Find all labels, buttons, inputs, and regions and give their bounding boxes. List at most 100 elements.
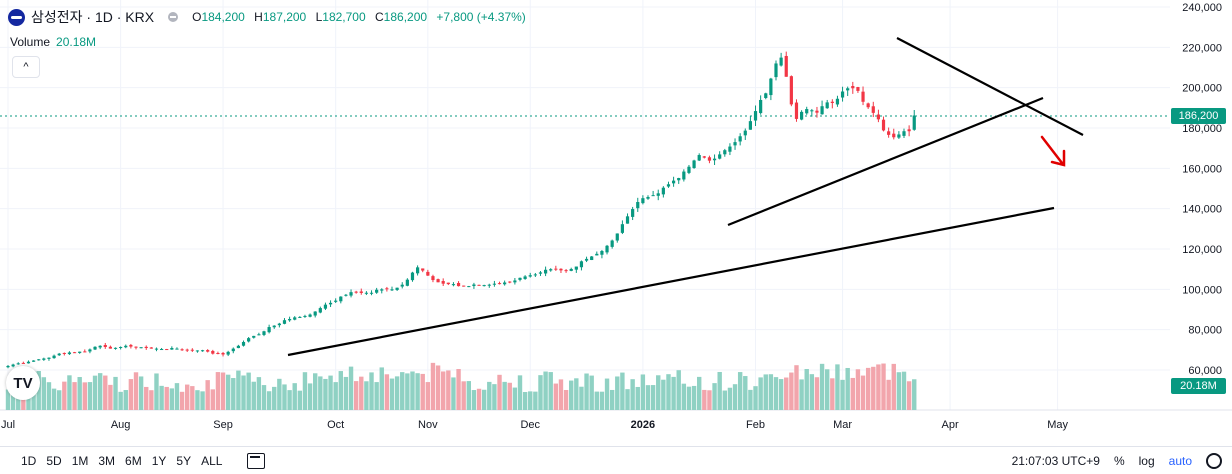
candle-body xyxy=(364,292,368,294)
volume-bar xyxy=(384,374,390,410)
percent-scale-toggle[interactable]: % xyxy=(1113,453,1125,468)
candle-body xyxy=(93,346,97,350)
volume-bar xyxy=(220,372,226,410)
volume-bar xyxy=(51,388,57,410)
timeframe-1d[interactable]: 1D xyxy=(21,453,37,468)
timeframe-6m[interactable]: 6M xyxy=(125,453,142,468)
x-tick-label: Aug xyxy=(111,419,131,431)
timeframe-5y[interactable]: 5Y xyxy=(176,453,192,468)
tradingview-logo-icon[interactable]: TV xyxy=(6,366,40,400)
volume-bar xyxy=(461,381,466,410)
candle-body xyxy=(748,121,752,130)
candle-body xyxy=(390,289,394,291)
candle-body xyxy=(472,284,476,287)
price-axis[interactable]: 240,000 220,000 200,000 180,000 160,000 140,0… xyxy=(1182,2,1222,377)
volume-bar xyxy=(313,373,318,410)
candle-body xyxy=(661,187,665,195)
volume-bar xyxy=(195,390,200,410)
symbol-title[interactable]: 삼성전자 · 1D · KRX xyxy=(31,9,155,25)
volume-bar xyxy=(691,385,697,410)
timeframe-1m[interactable]: 1M xyxy=(71,453,89,468)
volume-bar xyxy=(420,373,425,410)
volume-bar xyxy=(850,377,855,410)
volume-bar xyxy=(364,381,369,410)
candle-body xyxy=(641,198,645,204)
volume-bar xyxy=(737,372,743,410)
candle-body xyxy=(825,102,829,109)
candle-body xyxy=(682,171,686,180)
volume-bar xyxy=(36,370,41,410)
volume-bar xyxy=(87,382,93,410)
volume-bar xyxy=(57,390,62,410)
volume-bar xyxy=(743,376,748,410)
candle-body xyxy=(88,349,92,352)
volume-bar xyxy=(405,373,410,410)
clock-time[interactable]: 21:07:03 UTC+9 xyxy=(1011,453,1100,468)
volume-bar xyxy=(287,390,292,410)
collapse-legend-button[interactable]: ^ xyxy=(12,56,40,78)
volume-bar xyxy=(435,365,441,410)
candle-body xyxy=(615,233,619,241)
volume-bar xyxy=(497,374,502,410)
candle-body xyxy=(769,78,773,96)
market-status-icon[interactable] xyxy=(168,12,179,22)
date-range-calendar-icon[interactable] xyxy=(247,452,266,469)
candle-body xyxy=(395,287,399,290)
candle-body xyxy=(861,91,865,102)
candle-body xyxy=(185,349,189,351)
volume-bar xyxy=(41,377,47,410)
candle-body xyxy=(579,261,584,268)
timeframe-3m[interactable]: 3M xyxy=(98,453,116,468)
candle-body xyxy=(277,323,281,326)
candle-body xyxy=(339,296,343,302)
candle-body xyxy=(707,157,712,161)
candle-body xyxy=(119,347,123,349)
timeframe-1y[interactable]: 1Y xyxy=(151,453,167,468)
volume-bar xyxy=(876,364,881,410)
volume-bar xyxy=(246,372,251,410)
falling-trendline xyxy=(896,37,1084,136)
candle-body xyxy=(513,280,517,283)
candle-body xyxy=(830,101,834,103)
candle-body xyxy=(595,253,599,256)
time-axis[interactable]: Jul Aug Sep Oct Nov Dec 2026 Feb Mar Apr May xyxy=(1,419,1069,431)
candle-body xyxy=(175,348,179,350)
volume-bar xyxy=(5,389,11,410)
volume-bar xyxy=(113,376,118,410)
candle-body xyxy=(236,345,240,349)
timeframe-all[interactable]: ALL xyxy=(201,453,223,468)
timeframe-5d[interactable]: 5D xyxy=(46,453,62,468)
volume-bar xyxy=(896,372,902,410)
candle-body xyxy=(426,271,430,276)
volume-bar xyxy=(625,389,630,410)
volume-bar xyxy=(307,383,313,410)
volume-bar xyxy=(415,373,420,410)
volume-bar xyxy=(205,380,210,410)
candle-body xyxy=(487,284,491,286)
candle-body xyxy=(538,272,543,274)
candle-body xyxy=(610,240,614,247)
volume-bar xyxy=(727,387,733,410)
volume-bar xyxy=(67,375,72,410)
candle-body xyxy=(134,346,138,348)
candle-body xyxy=(564,270,568,272)
candle-body xyxy=(149,347,153,349)
auto-scale-toggle[interactable]: auto xyxy=(1168,453,1192,468)
volume-bar xyxy=(292,383,297,410)
chart-canvas[interactable]: 240,000 220,000 200,000 180,000 160,000 140,0… xyxy=(0,0,1232,446)
log-scale-toggle[interactable]: log xyxy=(1138,453,1155,468)
candle-body xyxy=(687,166,691,173)
volume-bar xyxy=(522,391,528,410)
candle-body xyxy=(108,346,112,349)
volume-bar xyxy=(77,377,82,410)
candle-body xyxy=(247,338,251,342)
candle-body xyxy=(52,355,56,359)
candle-body xyxy=(431,276,435,281)
candle-body xyxy=(590,256,594,261)
candle-body xyxy=(805,109,809,114)
volume-bar xyxy=(906,381,912,410)
candle-body xyxy=(482,285,486,287)
volume-bar xyxy=(819,363,825,410)
volume-bar xyxy=(528,391,533,410)
settings-gear-icon[interactable] xyxy=(1206,452,1222,469)
